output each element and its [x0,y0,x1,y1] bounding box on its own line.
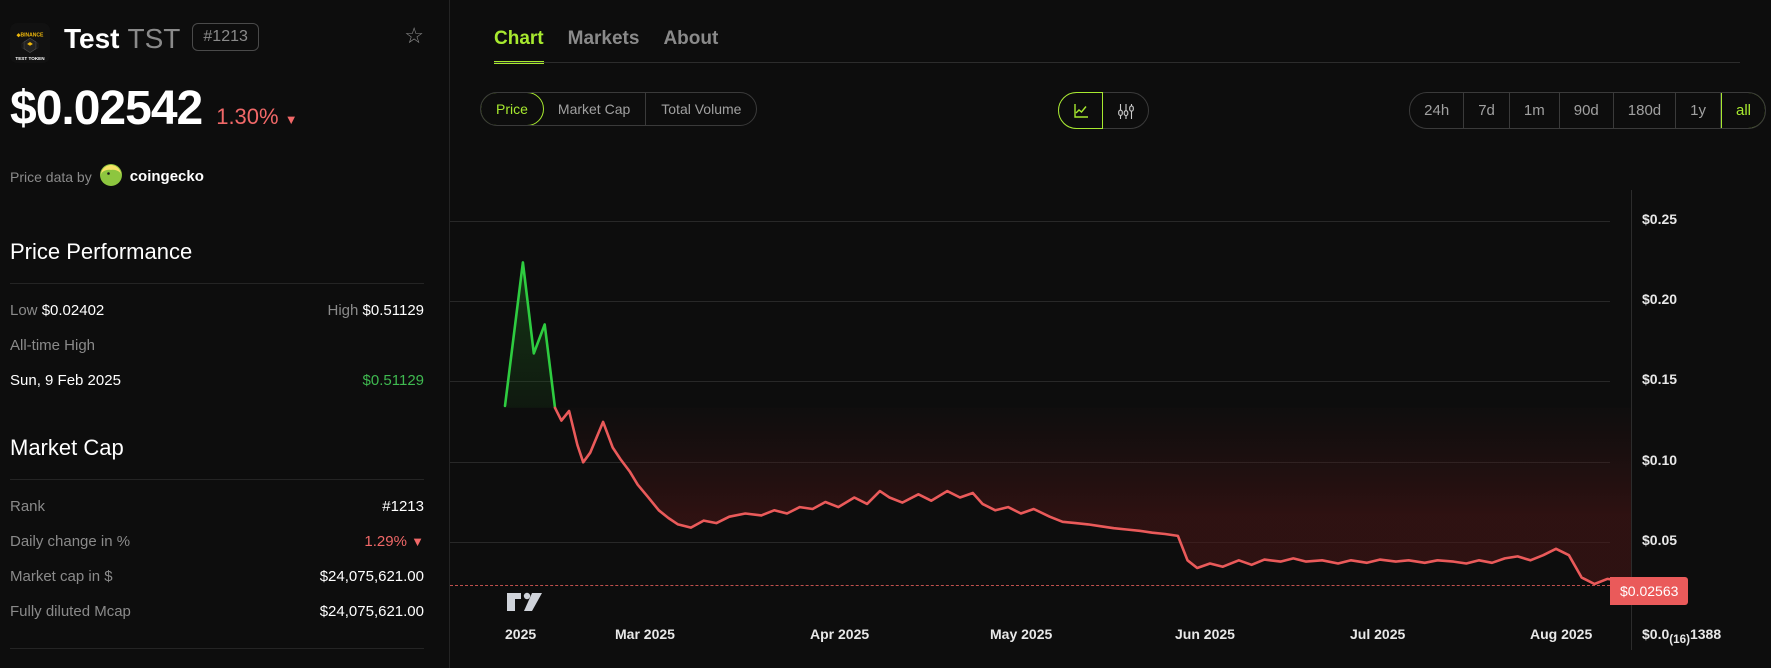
svg-text:◆BINANCE: ◆BINANCE [16,33,44,39]
svg-text:TEST TOKEN: TEST TOKEN [15,56,45,61]
